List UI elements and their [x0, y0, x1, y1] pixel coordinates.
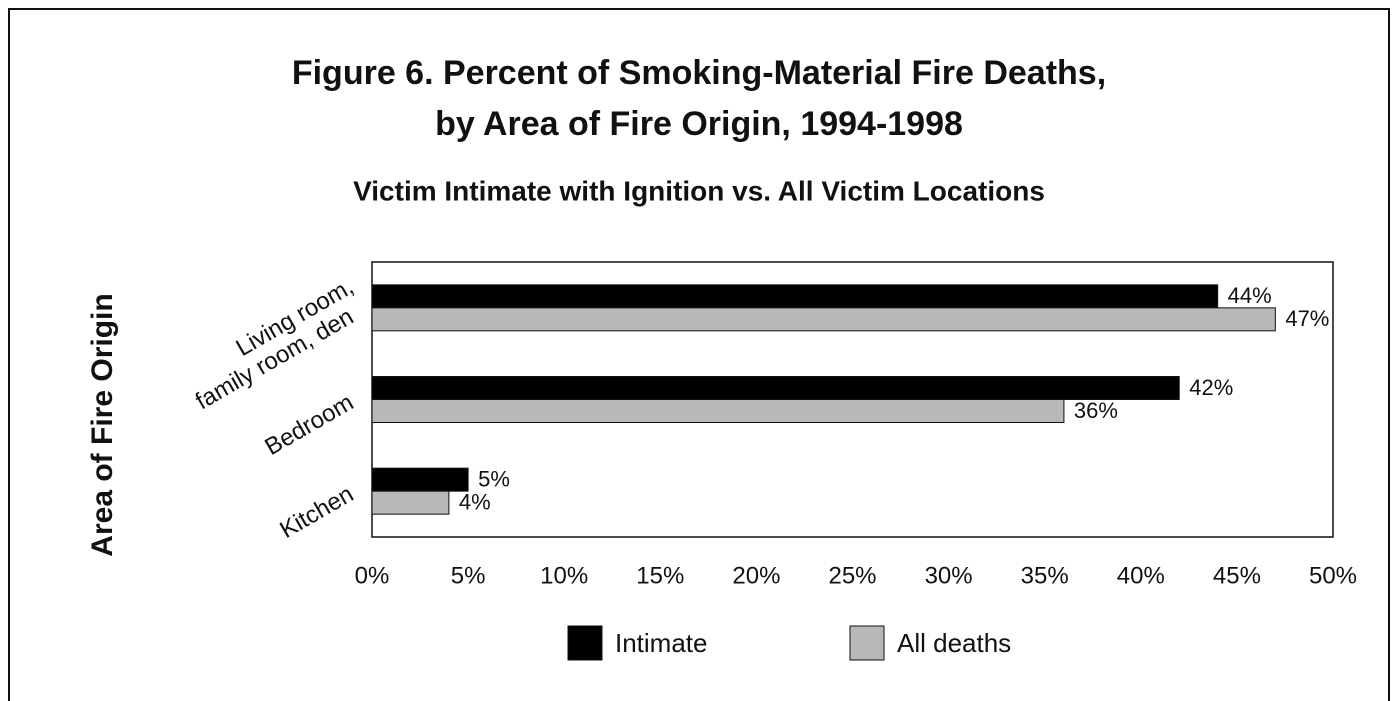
y-axis-title: Area of Fire Origin [86, 293, 119, 556]
legend-label: Intimate [615, 628, 708, 658]
y-tick-label: Kitchen [275, 480, 358, 543]
data-label: 4% [459, 489, 491, 514]
bar [371, 490, 450, 515]
legend-swatch [849, 625, 885, 661]
x-tick-label: 5% [451, 562, 486, 589]
data-label: 42% [1189, 375, 1233, 400]
legend-swatch [567, 625, 603, 661]
bar [371, 307, 1276, 332]
bar [371, 467, 469, 492]
x-tick-label: 25% [828, 562, 876, 589]
x-tick-label: 40% [1117, 562, 1165, 589]
frame [8, 8, 1390, 701]
chart-subtitle: Victim Intimate with Ignition vs. All Vi… [353, 175, 1045, 206]
x-tick-label: 45% [1213, 562, 1261, 589]
chart-title: by Area of Fire Origin, 1994-1998 [435, 105, 963, 143]
bar [371, 376, 1180, 400]
chart-title: Figure 6. Percent of Smoking-Material Fi… [292, 54, 1106, 92]
bar [371, 399, 1065, 423]
x-tick-label: 50% [1309, 562, 1357, 589]
data-label: 5% [478, 466, 510, 491]
legend-label: All deaths [897, 628, 1011, 658]
data-label: 36% [1074, 398, 1118, 423]
x-tick-label: 10% [540, 562, 588, 589]
data-label: 44% [1228, 283, 1272, 308]
x-tick-label: 0% [355, 562, 390, 589]
x-tick-label: 15% [636, 562, 684, 589]
x-tick-label: 30% [925, 562, 973, 589]
x-tick-label: 20% [732, 562, 780, 589]
y-tick-label: Bedroom [260, 389, 358, 461]
x-tick-label: 35% [1021, 562, 1069, 589]
bar [371, 284, 1219, 309]
data-label: 47% [1285, 306, 1329, 331]
